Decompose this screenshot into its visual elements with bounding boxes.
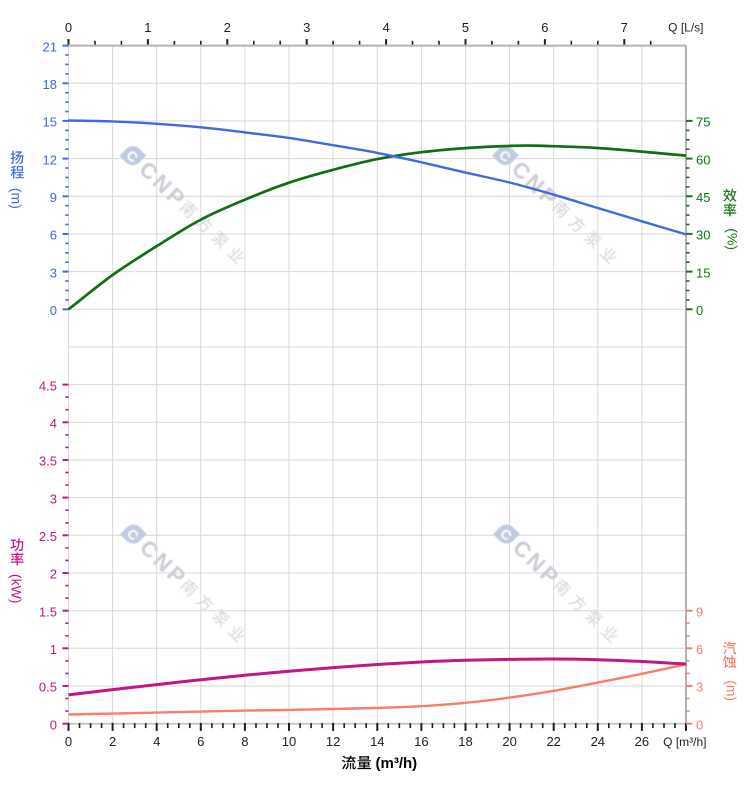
svg-text:14: 14 bbox=[370, 734, 384, 749]
svg-text:16: 16 bbox=[414, 734, 428, 749]
svg-text:0.5: 0.5 bbox=[39, 680, 57, 695]
svg-text:(m³/h): (m³/h) bbox=[376, 755, 418, 772]
svg-text:60: 60 bbox=[696, 152, 710, 167]
svg-text:8: 8 bbox=[241, 734, 248, 749]
svg-text:6: 6 bbox=[696, 642, 703, 657]
svg-text:20: 20 bbox=[502, 734, 516, 749]
svg-text:(m): (m) bbox=[9, 188, 25, 209]
svg-text:4: 4 bbox=[50, 416, 57, 431]
svg-text:10: 10 bbox=[282, 734, 296, 749]
svg-text:3: 3 bbox=[696, 680, 703, 695]
svg-text:2.5: 2.5 bbox=[39, 529, 57, 544]
svg-text:45: 45 bbox=[696, 190, 710, 205]
svg-text:15: 15 bbox=[43, 115, 57, 130]
svg-text:(kW): (kW) bbox=[9, 574, 25, 604]
svg-text:22: 22 bbox=[546, 734, 560, 749]
svg-text:26: 26 bbox=[635, 734, 649, 749]
svg-text:12: 12 bbox=[43, 152, 57, 167]
svg-text:9: 9 bbox=[50, 190, 57, 205]
svg-text:1: 1 bbox=[50, 642, 57, 657]
svg-text:30: 30 bbox=[696, 228, 710, 243]
svg-text:0: 0 bbox=[696, 717, 703, 732]
svg-text:0: 0 bbox=[65, 20, 72, 35]
svg-text:2: 2 bbox=[50, 567, 57, 582]
svg-text:(%): (%) bbox=[724, 228, 740, 250]
svg-text:5: 5 bbox=[462, 20, 469, 35]
svg-text:75: 75 bbox=[696, 115, 710, 130]
svg-text:4.5: 4.5 bbox=[39, 378, 57, 393]
svg-text:4: 4 bbox=[382, 20, 389, 35]
svg-text:7: 7 bbox=[621, 20, 628, 35]
svg-text:4: 4 bbox=[153, 734, 160, 749]
svg-text:12: 12 bbox=[326, 734, 340, 749]
svg-text:1: 1 bbox=[144, 20, 151, 35]
svg-text:(m): (m) bbox=[724, 680, 740, 701]
svg-text:3: 3 bbox=[50, 265, 57, 280]
svg-text:Q [L/s]: Q [L/s] bbox=[668, 20, 703, 34]
svg-text:21: 21 bbox=[43, 39, 57, 54]
svg-text:Q [m³/h]: Q [m³/h] bbox=[663, 735, 706, 749]
svg-text:9: 9 bbox=[696, 604, 703, 619]
svg-text:0: 0 bbox=[50, 717, 57, 732]
svg-text:6: 6 bbox=[50, 228, 57, 243]
svg-text:0: 0 bbox=[65, 734, 72, 749]
svg-text:3: 3 bbox=[303, 20, 310, 35]
svg-text:24: 24 bbox=[591, 734, 605, 749]
svg-text:3: 3 bbox=[50, 491, 57, 506]
svg-text:18: 18 bbox=[43, 77, 57, 92]
svg-text:2: 2 bbox=[109, 734, 116, 749]
svg-text:3.5: 3.5 bbox=[39, 454, 57, 469]
svg-text:1.5: 1.5 bbox=[39, 604, 57, 619]
svg-text:6: 6 bbox=[197, 734, 204, 749]
svg-text:2: 2 bbox=[224, 20, 231, 35]
svg-text:18: 18 bbox=[458, 734, 472, 749]
svg-text:0: 0 bbox=[50, 303, 57, 318]
svg-text:6: 6 bbox=[541, 20, 548, 35]
svg-text:15: 15 bbox=[696, 265, 710, 280]
svg-text:0: 0 bbox=[696, 303, 703, 318]
